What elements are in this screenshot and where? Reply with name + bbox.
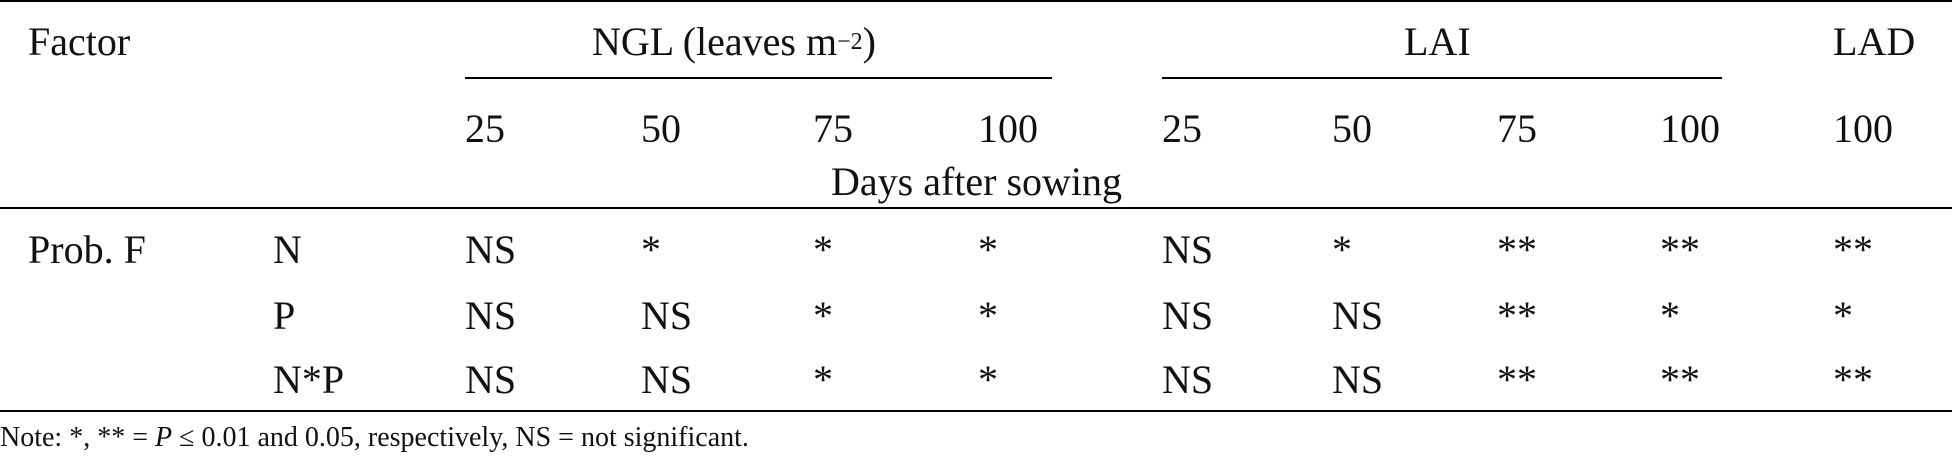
value-cell: NS xyxy=(1332,293,1384,338)
day-header: 25 xyxy=(1162,106,1202,151)
value-cell: ** xyxy=(1833,357,1873,402)
factor-header: Factor xyxy=(28,19,131,64)
days-caption: Days after sowing xyxy=(831,159,1123,204)
value-cell: ** xyxy=(1660,227,1700,272)
day-header: 100 xyxy=(1660,106,1720,151)
value-cell: * xyxy=(1332,227,1352,272)
factor-cell: N xyxy=(273,227,302,272)
lai-group-rule xyxy=(1162,77,1722,79)
value-cell: ** xyxy=(1497,357,1537,402)
value-cell: * xyxy=(978,357,998,402)
factor-cell: N*P xyxy=(273,357,345,402)
top-rule xyxy=(0,0,1952,2)
day-header: 50 xyxy=(1332,106,1372,151)
lad-group-header: LAD xyxy=(1833,19,1916,64)
value-cell: ** xyxy=(1660,357,1700,402)
ngl-group-rule xyxy=(465,77,1052,79)
lai-group-header: LAI xyxy=(1404,19,1471,64)
day-header: 50 xyxy=(641,106,681,151)
value-cell: NS xyxy=(465,293,517,338)
value-cell: NS xyxy=(641,357,693,402)
ngl-group-header: NGL (leaves m−2) xyxy=(592,22,876,68)
value-cell: * xyxy=(813,227,833,272)
value-cell: * xyxy=(641,227,661,272)
value-cell: NS xyxy=(1162,293,1214,338)
value-cell: NS xyxy=(465,357,517,402)
ngl-label: NGL (leaves m xyxy=(592,19,838,64)
value-cell: ** xyxy=(1497,227,1537,272)
value-cell: ** xyxy=(1833,227,1873,272)
day-header: 75 xyxy=(813,106,853,151)
day-header: 100 xyxy=(1833,106,1893,151)
value-cell: NS xyxy=(1332,357,1384,402)
value-cell: * xyxy=(813,357,833,402)
bottom-rule xyxy=(0,410,1952,412)
header-rule xyxy=(0,207,1952,209)
value-cell: NS xyxy=(465,227,517,272)
value-cell: ** xyxy=(1497,293,1537,338)
factor-cell: P xyxy=(273,293,296,338)
value-cell: NS xyxy=(1162,227,1214,272)
value-cell: NS xyxy=(1162,357,1214,402)
row-label: Prob. F xyxy=(28,227,146,272)
value-cell: * xyxy=(1833,293,1853,338)
day-header: 25 xyxy=(465,106,505,151)
footnote-prefix: Note: *, ** = xyxy=(0,422,155,453)
ngl-unit-exponent: −2 xyxy=(837,29,863,55)
value-cell: * xyxy=(813,293,833,338)
day-header: 75 xyxy=(1497,106,1537,151)
value-cell: * xyxy=(978,227,998,272)
value-cell: NS xyxy=(641,293,693,338)
footnote-p-symbol: P xyxy=(155,422,173,453)
value-cell: * xyxy=(1660,293,1680,338)
ngl-label-suffix: ) xyxy=(862,19,876,64)
table-footnote: Note: *, ** = P ≤ 0.01 and 0.05, respect… xyxy=(0,423,749,453)
value-cell: * xyxy=(978,293,998,338)
day-header: 100 xyxy=(978,106,1038,151)
footnote-suffix: ≤ 0.01 and 0.05, respectively, NS = not … xyxy=(172,422,749,453)
